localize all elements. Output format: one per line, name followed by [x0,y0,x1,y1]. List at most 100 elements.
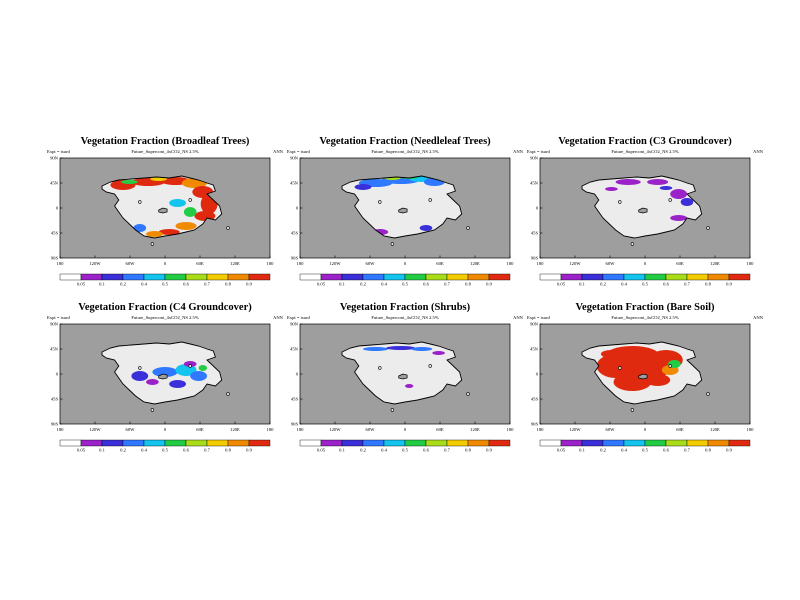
land-area [342,342,462,404]
vegetation-patch [605,187,618,191]
colorbar-swatch [467,273,490,281]
colorbar-swatch [425,273,448,281]
small-island [226,226,230,230]
x-tick-label: 120E [470,261,480,266]
colorbar-tick-label: 0.4 [141,282,147,287]
colorbar-tick-label: 0.8 [465,282,471,287]
vegetation-layer [131,361,208,388]
x-tick-label: 60E [196,427,204,432]
colorbar-swatch [665,439,688,447]
colorbar-swatch [560,439,583,447]
inland-sea [638,207,648,214]
colorbar-tick-label: 0.8 [705,448,711,453]
colorbar-swatch [644,273,667,281]
colorbar-swatch [581,439,604,447]
y-tick-label: 90N [530,322,539,327]
panel-needleleaf-trees: Vegetation Fraction (Needleleaf Trees) E… [285,136,525,291]
colorbar-tick-label: 0.9 [486,448,492,453]
inland-sea [398,373,408,380]
colorbar-swatch [320,439,343,447]
colorbar-tick-label: 0.6 [663,448,669,453]
x-tick-label: 120E [230,427,240,432]
small-island [428,198,432,202]
x-tick-label: 180 [747,261,755,266]
small-island [630,408,635,412]
colorbar-tick-label: 0.6 [183,282,189,287]
x-tick-label: 60W [606,261,616,266]
colorbar-swatch [164,273,187,281]
vegetation-patch [146,231,163,237]
colorbar-tick-label: 0.8 [225,282,231,287]
x-tick-label: 120W [569,261,581,266]
vegetation-patch [659,186,673,190]
vegetation-patch [363,347,389,351]
x-tick-label: 120W [329,261,341,266]
x-tick-label: 120E [470,427,480,432]
colorbar-tick-label: 0.05 [77,448,86,453]
vegetation-patch [146,379,159,385]
colorbar-swatch [488,439,511,447]
panel-expt-label: Expt = tsurd [287,149,310,154]
vegetation-patch [645,374,671,386]
colorbar-swatch [686,439,709,447]
colorbar-swatch [248,439,271,447]
x-tick-label: 120W [569,427,581,432]
colorbar-tick-label: 0.4 [621,448,627,453]
x-tick-label: 60W [366,427,376,432]
small-island [226,392,230,396]
colorbar-swatch [248,273,271,281]
coastline [101,341,223,405]
vegetation-layer [596,346,683,391]
colorbar-tick-label: 0.4 [621,282,627,287]
colorbar-swatch [539,273,562,281]
colorbar-swatch [488,273,511,281]
small-island [150,242,155,246]
y-tick-label: 45S [531,231,539,236]
small-island [466,392,470,396]
small-island [668,364,672,368]
y-tick-label: 90S [51,256,59,261]
y-tick-label: 45S [51,397,59,402]
x-tick-label: 60E [436,427,444,432]
vegetation-patch [131,371,149,381]
panel-season: ANN [513,149,523,154]
x-tick-label: 0 [644,427,647,432]
x-tick-label: 180 [537,427,545,432]
y-tick-label: 45S [291,231,299,236]
colorbar-swatch [425,439,448,447]
small-island [618,366,622,370]
colorbar-swatch [122,439,145,447]
small-island [466,226,470,230]
panel-season: ANN [753,149,763,154]
coastline [581,341,703,405]
coastline [341,175,463,239]
colorbar-swatch [623,273,646,281]
vegetation-layer [354,176,445,235]
x-tick-label: 120E [710,261,720,266]
vegetation-patch [190,371,208,381]
colorbar-swatch [581,273,604,281]
x-tick-label: 180 [507,427,515,432]
colorbar-swatch [707,273,730,281]
vegetation-patch [615,179,641,185]
coastline [581,175,703,239]
vegetation-patch [386,346,416,350]
colorbar-swatch [122,273,145,281]
panel-title: Vegetation Fraction (Needleleaf Trees) [319,136,491,147]
inland-sea [398,207,408,214]
small-island [428,364,432,368]
colorbar-tick-label: 0.05 [317,282,326,287]
small-island [378,200,382,204]
vegetation-patch [600,350,622,358]
colorbar-swatch [341,273,364,281]
x-tick-label: 60W [126,261,136,266]
vegetation-patch [169,199,186,207]
colorbar-swatch [665,273,688,281]
colorbar-tick-label: 0.1 [99,448,105,453]
colorbar-swatch [623,439,646,447]
colorbar-swatch [404,439,427,447]
colorbar-swatch [80,439,103,447]
y-tick-label: 45S [291,397,299,402]
panel-subtitle: Future_Supercont_4xCO2_NS 2.5% [371,149,439,154]
